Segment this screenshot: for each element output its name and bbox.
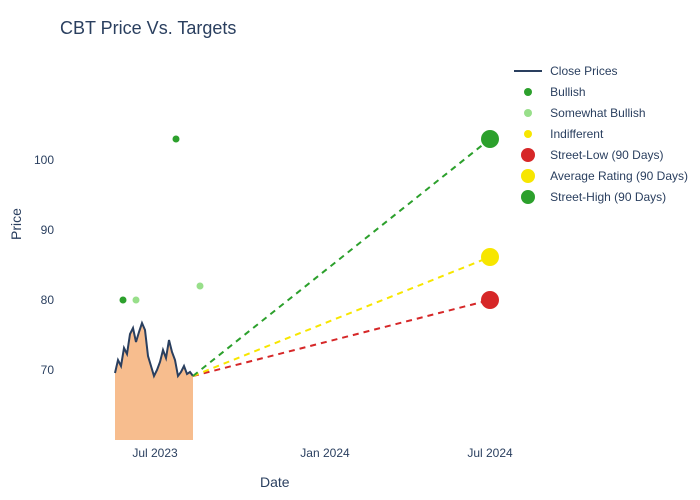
legend-label: Indifferent	[550, 127, 603, 141]
legend-item: Street-High (90 Days)	[514, 186, 688, 207]
legend-label: Street-High (90 Days)	[550, 190, 666, 204]
legend-swatch	[524, 88, 532, 96]
chart-title: CBT Price Vs. Targets	[60, 18, 236, 39]
legend-item: Average Rating (90 Days)	[514, 165, 688, 186]
legend-item: Bullish	[514, 81, 688, 102]
legend: Close Prices Bullish Somewhat Bullish Indif…	[514, 60, 688, 207]
x-axis-label: Date	[260, 474, 290, 490]
legend-swatch	[524, 109, 532, 117]
y-tick-label: 70	[41, 363, 60, 377]
plot-area: 708090100Jul 2023Jan 2024Jul 2024	[60, 60, 500, 440]
legend-item: Somewhat Bullish	[514, 102, 688, 123]
legend-swatch	[524, 130, 532, 138]
legend-label: Bullish	[550, 85, 585, 99]
y-tick-label: 80	[41, 293, 60, 307]
legend-swatch	[514, 70, 542, 72]
x-tick-label: Jan 2024	[300, 440, 349, 460]
legend-swatch	[521, 169, 535, 183]
legend-swatch	[521, 148, 535, 162]
chart-svg	[60, 60, 500, 440]
x-tick-label: Jul 2023	[132, 440, 177, 460]
legend-item: Indifferent	[514, 123, 688, 144]
y-tick-label: 100	[34, 153, 60, 167]
y-tick-label: 90	[41, 223, 60, 237]
legend-label: Average Rating (90 Days)	[550, 169, 688, 183]
legend-label: Close Prices	[550, 64, 617, 78]
y-axis-label: Price	[8, 208, 24, 240]
legend-label: Somewhat Bullish	[550, 106, 645, 120]
legend-item: Street-Low (90 Days)	[514, 144, 688, 165]
legend-swatch	[521, 190, 535, 204]
legend-item: Close Prices	[514, 60, 688, 81]
legend-label: Street-Low (90 Days)	[550, 148, 663, 162]
x-tick-label: Jul 2024	[467, 440, 512, 460]
